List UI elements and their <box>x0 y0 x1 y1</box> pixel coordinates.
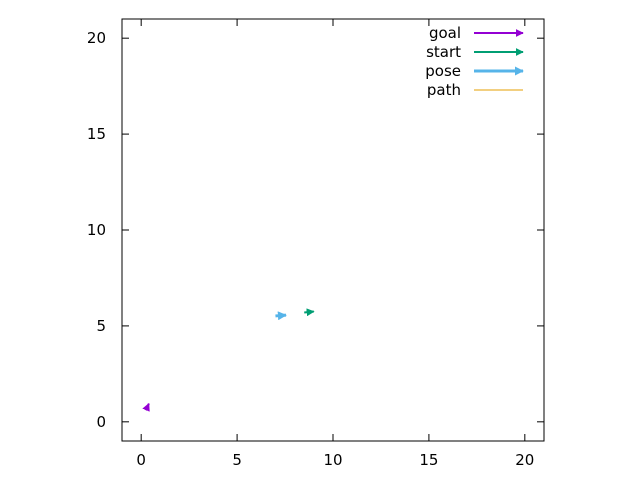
y-tick-label: 0 <box>96 413 106 431</box>
x-axis: 0 5 10 15 20 <box>136 19 534 469</box>
series-goal-vector <box>142 402 150 412</box>
x-tick-label: 10 <box>323 451 342 469</box>
y-axis: 0 5 10 15 20 <box>87 29 544 431</box>
y-tick-label: 10 <box>87 221 106 239</box>
series-start-vector <box>304 308 315 317</box>
plot-frame <box>121 18 545 442</box>
series-pose-vector <box>275 311 287 321</box>
x-tick-label: 20 <box>515 451 534 469</box>
y-tick-label: 20 <box>87 29 106 47</box>
series-layer <box>142 308 315 412</box>
y-tick-label: 15 <box>87 125 106 143</box>
x-tick-label: 5 <box>232 451 242 469</box>
x-tick-label: 0 <box>136 451 146 469</box>
legend-label-pose: pose <box>425 62 461 80</box>
legend-label-goal: goal <box>429 24 461 42</box>
x-tick-label: 15 <box>419 451 438 469</box>
legend-label-path: path <box>427 81 461 99</box>
y-tick-label: 5 <box>96 317 106 335</box>
legend-label-start: start <box>426 43 461 61</box>
